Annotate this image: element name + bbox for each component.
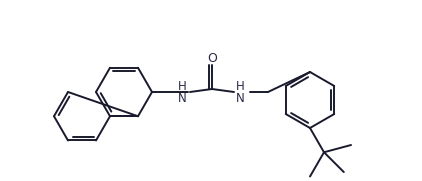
Text: O: O	[207, 52, 217, 66]
Text: H
N: H N	[178, 81, 187, 106]
Text: H
N: H N	[235, 81, 244, 106]
